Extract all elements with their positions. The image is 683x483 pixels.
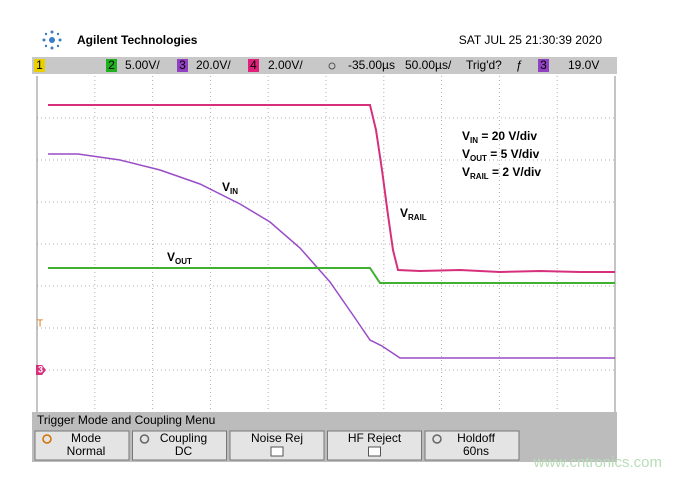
button-face — [424, 430, 520, 461]
knob-icon — [42, 434, 52, 444]
button-face — [132, 430, 227, 461]
ch3-marker: 3 — [38, 364, 43, 374]
ch4-scale: 2.00V/ — [268, 58, 303, 72]
button-value: 60ns — [463, 444, 489, 458]
vrail-trace — [48, 104, 615, 274]
trigger-state: Trig'd? — [466, 58, 502, 72]
trigger-edge: ƒ — [516, 58, 523, 72]
datetime: SAT JUL 25 21:30:39 2020 — [459, 33, 603, 47]
scale-note: VRAIL = 2 V/div — [462, 165, 541, 181]
ch3-marker-shape — [36, 365, 46, 375]
timebase: 50.00µs/ — [405, 58, 452, 72]
menu-title: Trigger Mode and Coupling Menu — [37, 413, 215, 427]
button-label: HF Reject — [348, 431, 402, 445]
checkbox — [270, 446, 284, 457]
ch4: 4 — [250, 58, 257, 72]
watermark: www.cntronics.com — [533, 454, 662, 471]
ch3-scale: 20.0V/ — [196, 58, 231, 72]
button-value: DC — [175, 444, 193, 458]
vout-label: VOUT — [167, 250, 192, 266]
ch1-box — [34, 59, 45, 72]
button-label: Noise Rej — [251, 431, 303, 445]
vin-trace — [48, 153, 615, 359]
vout-trace — [48, 267, 615, 284]
logo — [42, 30, 62, 50]
ch1: 1 — [36, 58, 43, 72]
vin-label: VIN — [222, 180, 238, 196]
checkbox — [368, 446, 381, 457]
menu-button[interactable]: Noise Rej — [229, 430, 325, 461]
menu-button[interactable]: HF Reject — [327, 430, 422, 461]
status-bar — [32, 57, 617, 74]
trigger-source-box — [538, 59, 549, 72]
brand: Agilent Technologies — [77, 33, 198, 47]
trigger-marker: T — [37, 319, 43, 330]
trigger-source: 3 — [540, 58, 547, 72]
ch2-scale: 5.00V/ — [125, 58, 160, 72]
scale-note: VOUT = 5 V/div — [462, 147, 540, 163]
ch4-box — [248, 59, 259, 72]
button-label: Mode — [71, 431, 101, 445]
button-label: Coupling — [160, 431, 207, 445]
graticule — [36, 76, 616, 412]
scale-note: VIN = 20 V/div — [462, 129, 537, 145]
ch2-box — [106, 59, 117, 72]
ch3-box — [177, 59, 188, 72]
trigger-level: 19.0V — [568, 58, 599, 72]
scale-notes: VIN = 20 V/div VOUT = 5 V/div VRAIL = 2 V/… — [462, 129, 541, 181]
knob-icon — [139, 434, 150, 444]
button-value: Normal — [67, 444, 106, 458]
knob-icon — [432, 434, 442, 444]
vrail-label: VRAIL — [400, 206, 427, 222]
delay: -35.00µs — [348, 58, 395, 72]
ch2: 2 — [108, 58, 115, 72]
button-face — [34, 430, 130, 461]
ch3: 3 — [179, 58, 186, 72]
button-label: Holdoff — [457, 431, 495, 445]
delay-icon — [328, 62, 336, 70]
